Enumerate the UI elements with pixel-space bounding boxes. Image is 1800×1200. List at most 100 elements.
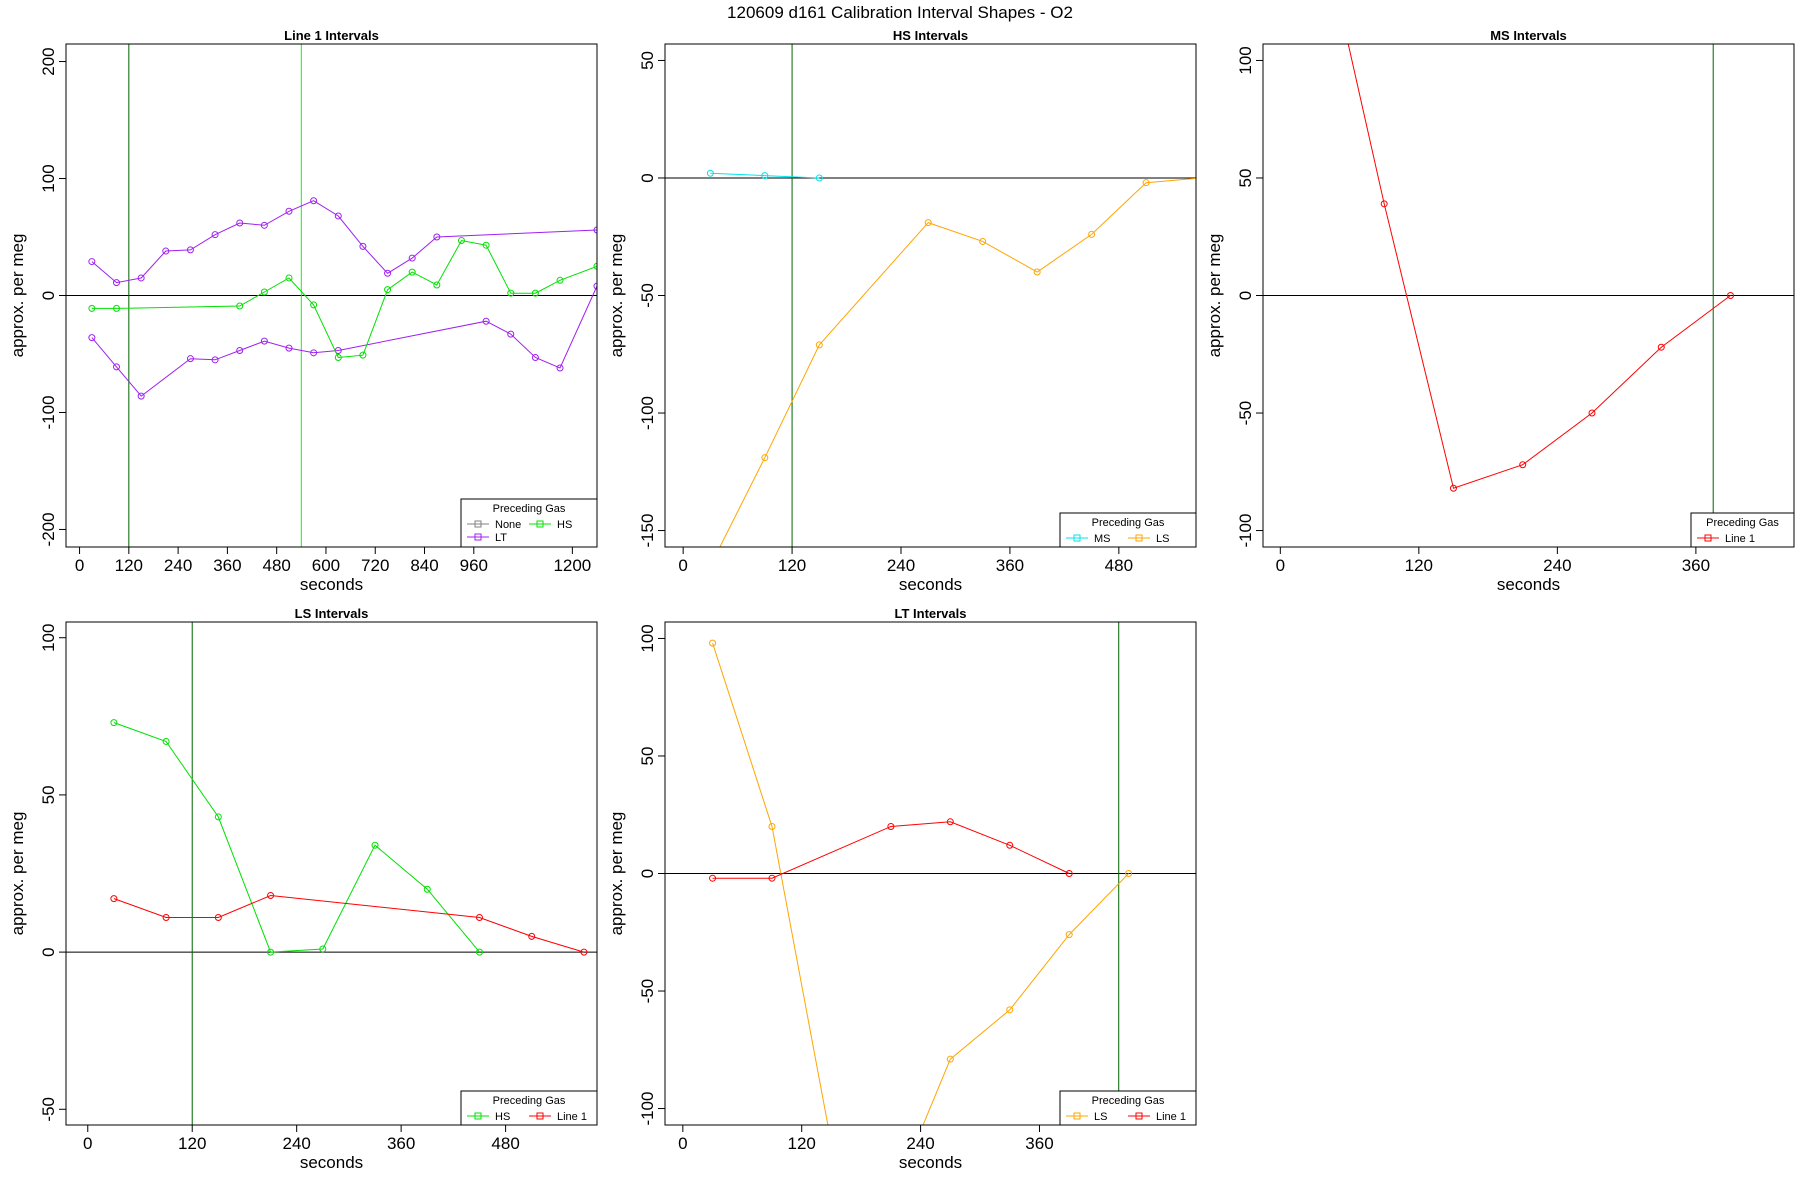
legend-box [460, 498, 598, 548]
legend-entry-label: HS [495, 1111, 510, 1123]
y-tick-label: -100 [39, 395, 58, 429]
y-tick-label: 0 [1236, 291, 1255, 300]
data-point [186, 246, 194, 254]
y-tick-label: -50 [638, 979, 657, 1004]
y-tick-label: 50 [1236, 169, 1255, 188]
x-tick-label: 120 [178, 1134, 206, 1153]
data-point [319, 945, 327, 953]
y-tick-label: 100 [1236, 46, 1255, 74]
x-axis-label: seconds [300, 1153, 363, 1172]
data-point [979, 237, 987, 245]
y-tick-label: 100 [39, 164, 58, 192]
data-point [556, 276, 564, 284]
x-tick-label: 120 [778, 556, 806, 575]
series-line [91, 200, 597, 284]
data-point [211, 356, 219, 364]
data-point [709, 874, 717, 882]
legend-entry-label: Line 1 [1725, 533, 1755, 545]
y-axis-label: approx. per meg [1205, 234, 1224, 358]
y-axis-label: approx. per meg [607, 234, 626, 358]
y-tick-label: -50 [1236, 401, 1255, 426]
chart-title: LS Intervals [295, 606, 369, 621]
data-point [384, 286, 392, 294]
data-point [828, 1141, 834, 1147]
data-point [475, 948, 483, 956]
data-point [482, 241, 490, 249]
data-point [433, 281, 441, 289]
x-tick-label: 240 [282, 1134, 310, 1153]
plot-frame [65, 621, 598, 1126]
data-point [815, 174, 823, 182]
chart-line1: Line 1 Intervals 0 120 240 360 480 600 720 840 96… [8, 28, 598, 594]
data-point [1088, 230, 1096, 238]
x-tick-label: 720 [361, 556, 389, 575]
data-point [260, 288, 268, 296]
data-point [408, 254, 416, 262]
data-point [334, 353, 342, 361]
x-axis-label: seconds [1497, 575, 1560, 594]
plot-area [665, 44, 1196, 547]
legend-swatch-marker [474, 520, 482, 528]
data-point [359, 351, 367, 359]
x-tick-label: 0 [83, 1134, 92, 1153]
data-point [768, 874, 776, 882]
data-point [528, 932, 536, 940]
data-point [285, 344, 293, 352]
legend-swatch-marker [474, 533, 482, 541]
data-point [88, 334, 96, 342]
data-point [214, 813, 222, 821]
data-point [236, 346, 244, 354]
y-tick-label: -200 [39, 512, 58, 546]
chart-ls: LS Intervals 0 120 240 360 480 -50 0 50 100 second… [8, 606, 598, 1172]
data-point [423, 885, 431, 893]
x-axis-label: seconds [300, 575, 363, 594]
data-point [1006, 1006, 1014, 1014]
series-line [712, 643, 1129, 1125]
y-axis-label: approx. per meg [8, 812, 27, 936]
data-point [110, 895, 118, 903]
series-line [719, 177, 1196, 547]
y-tick-label: 50 [638, 51, 657, 70]
legend-entry-label: LS [1094, 1111, 1107, 1123]
data-point [113, 304, 121, 312]
legend-entry-label: LS [1156, 533, 1169, 545]
y-tick-label: -100 [1236, 514, 1255, 548]
legend-swatch-marker [1704, 534, 1712, 542]
data-point [384, 269, 392, 277]
data-point [1657, 343, 1665, 351]
data-point [310, 301, 318, 309]
y-tick-label: -100 [638, 396, 657, 430]
x-tick-label: 360 [1025, 1134, 1053, 1153]
x-tick-label: 0 [1276, 556, 1285, 575]
y-tick-label: -150 [638, 514, 657, 548]
series-line [712, 821, 1070, 879]
plot-area [66, 622, 597, 1125]
data-point [88, 304, 96, 312]
legend-swatch-marker [536, 520, 544, 528]
y-tick-label: 100 [39, 624, 58, 652]
plot-area [1263, 44, 1794, 547]
y-tick-label: 0 [638, 869, 657, 878]
chart-title: HS Intervals [893, 28, 968, 43]
data-point [88, 258, 96, 266]
x-tick-label: 360 [387, 1134, 415, 1153]
x-tick-label: 960 [460, 556, 488, 575]
x-tick-label: 120 [788, 1134, 816, 1153]
x-tick-label: 120 [1405, 556, 1433, 575]
legend-entry-label: MS [1094, 533, 1111, 545]
data-point [1142, 179, 1150, 187]
data-point [815, 341, 823, 349]
legend-swatch-marker [1135, 534, 1143, 542]
data-point [507, 330, 515, 338]
legend-title: Preceding Gas [493, 1095, 566, 1107]
series-line [113, 894, 585, 953]
data-point [137, 392, 145, 400]
legend: Preceding Gas LS Line 1 [1059, 1090, 1197, 1126]
plot-frame [664, 43, 1197, 548]
data-point [593, 262, 597, 270]
x-tick-label: 480 [491, 1134, 519, 1153]
data-point [113, 279, 121, 287]
data-point [359, 242, 367, 250]
data-point [475, 914, 483, 922]
x-tick-label: 120 [115, 556, 143, 575]
